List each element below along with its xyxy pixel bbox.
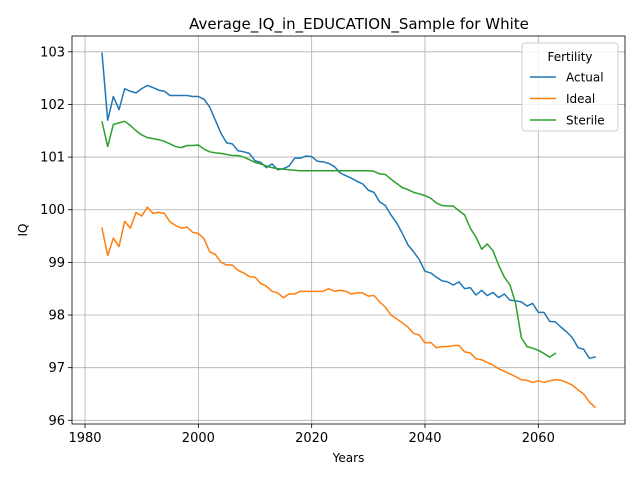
y-tick-label: 102: [40, 98, 65, 113]
x-tick-label: 2000: [182, 431, 215, 446]
y-tick-label: 96: [48, 414, 65, 429]
series-lines: [101, 52, 597, 409]
x-tick-label: 2040: [408, 431, 441, 446]
x-tick-label: 2020: [295, 431, 328, 446]
series-line-sterile: [101, 120, 557, 358]
grid: [72, 36, 625, 424]
legend-label-ideal: Ideal: [566, 92, 595, 106]
y-tick-label: 97: [48, 361, 65, 376]
y-tick-label: 103: [40, 45, 65, 60]
series-line-ideal: [101, 206, 597, 409]
y-tick-label: 98: [48, 309, 65, 324]
y-tick-label: 100: [40, 203, 65, 218]
legend-title: Fertility: [547, 50, 592, 64]
x-axis-label: Years: [332, 451, 365, 465]
legend: Fertility Actual Ideal Sterile: [521, 42, 619, 132]
y-tick-label: 99: [48, 256, 65, 271]
x-tick-label: 2060: [522, 431, 555, 446]
legend-label-sterile: Sterile: [566, 114, 605, 128]
legend-items: Actual Ideal Sterile: [530, 71, 605, 128]
legend-box: [521, 42, 619, 132]
x-tick-label: 1980: [68, 431, 101, 446]
y-tick-label: 101: [40, 151, 65, 166]
y-axis-label: IQ: [16, 224, 30, 237]
plot-frame: [71, 35, 626, 425]
legend-label-actual: Actual: [566, 71, 604, 85]
series-line-actual: [101, 52, 596, 359]
chart-title: Average_IQ_in_EDUCATION_Sample for White: [189, 15, 529, 34]
axis-ticks: 1980 2000 2020 2040 2060 96 97 98 99 100 101 102 103: [40, 45, 555, 446]
